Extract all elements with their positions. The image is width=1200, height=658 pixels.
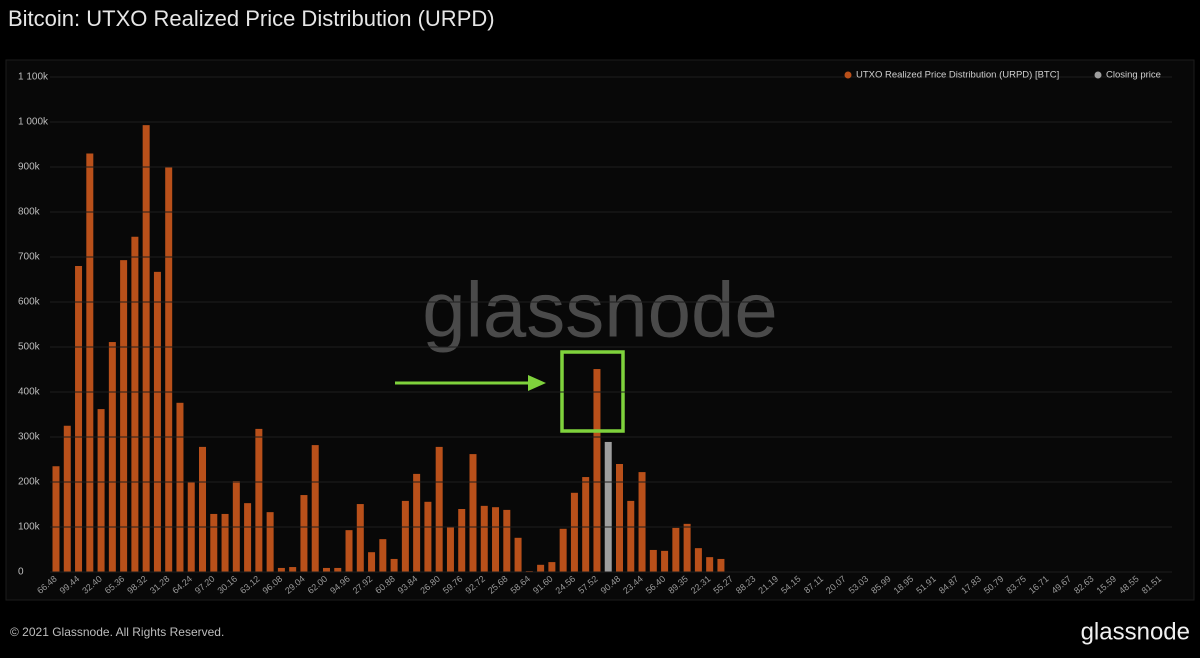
bar <box>210 513 218 572</box>
bar <box>694 548 702 572</box>
bar <box>627 500 635 572</box>
bar <box>131 236 139 572</box>
legend-label: Closing price <box>1106 70 1161 81</box>
bar <box>672 527 680 572</box>
bar <box>244 503 252 572</box>
y-tick-label: 1 000k <box>18 117 49 128</box>
y-tick-label: 100k <box>18 522 41 533</box>
bar <box>616 464 623 572</box>
bar <box>537 564 545 572</box>
legend-label: UTXO Realized Price Distribution (URPD) … <box>856 70 1059 81</box>
y-tick-label: 700k <box>18 252 41 263</box>
bar <box>311 445 319 572</box>
watermark: glassnode <box>422 266 778 354</box>
bar <box>514 537 522 572</box>
bar <box>469 454 477 572</box>
y-tick-label: 300k <box>18 432 41 443</box>
bar <box>52 466 60 572</box>
bar <box>86 153 94 572</box>
bar <box>199 446 207 572</box>
bar <box>255 428 263 572</box>
bar <box>593 369 601 572</box>
bar <box>108 342 116 572</box>
y-tick-label: 1 100k <box>18 72 49 83</box>
bar <box>165 167 173 572</box>
bar <box>683 523 691 572</box>
bar <box>356 504 364 572</box>
bar <box>176 402 184 572</box>
bar <box>458 509 466 572</box>
bar <box>300 495 308 572</box>
bar <box>570 492 578 572</box>
bar <box>120 260 128 572</box>
bar <box>289 567 297 572</box>
bar <box>379 539 387 572</box>
bar <box>413 473 421 572</box>
y-tick-label: 500k <box>18 342 41 353</box>
bar <box>322 567 330 572</box>
bar <box>153 271 161 572</box>
bar <box>221 513 229 572</box>
bar <box>582 477 590 572</box>
bar <box>503 509 511 572</box>
bar <box>345 530 353 572</box>
bar <box>401 500 409 572</box>
y-tick-label: 0 <box>18 567 24 578</box>
bar <box>604 441 612 572</box>
bar <box>63 425 71 572</box>
bar <box>266 512 274 572</box>
bar <box>638 472 646 572</box>
bar <box>435 446 443 572</box>
bar <box>492 507 500 572</box>
legend-swatch <box>844 71 852 79</box>
bar <box>142 125 150 573</box>
bar <box>559 528 567 572</box>
bar <box>390 558 398 572</box>
bar <box>480 505 488 572</box>
logo: glassnode <box>1081 618 1190 645</box>
legend-swatch <box>1094 71 1102 79</box>
y-tick-label: 900k <box>18 162 41 173</box>
bar <box>717 558 725 572</box>
y-tick-label: 400k <box>18 387 41 398</box>
bar <box>97 409 105 572</box>
chart-title: Bitcoin: UTXO Realized Price Distributio… <box>8 6 495 31</box>
y-tick-label: 200k <box>18 477 41 488</box>
bar <box>548 562 556 572</box>
footer: © 2021 Glassnode. All Rights Reserved. <box>10 625 224 639</box>
bar <box>75 266 83 572</box>
bar <box>277 567 285 572</box>
bar <box>424 501 432 572</box>
bar <box>706 557 714 572</box>
bar <box>661 550 669 572</box>
y-tick-label: 800k <box>18 207 41 218</box>
bar <box>334 567 342 572</box>
bar <box>649 549 657 572</box>
y-tick-label: 600k <box>18 297 41 308</box>
bar <box>446 527 454 572</box>
bar <box>368 552 376 572</box>
arrow-head <box>528 375 546 391</box>
